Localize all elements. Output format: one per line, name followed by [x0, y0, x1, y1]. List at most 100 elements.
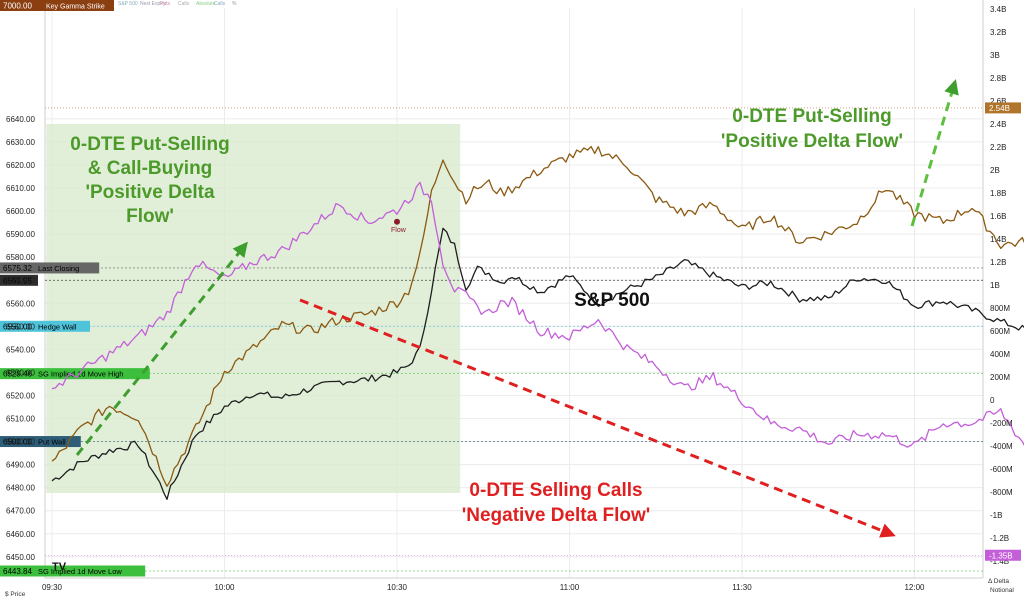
level-value-label: 6500.00 [3, 438, 32, 447]
level-tag [0, 262, 100, 274]
annotation-spx-label: S&P 500 [574, 290, 650, 311]
annotation-left-line: & Call-Buying [88, 158, 213, 179]
right-tick-label: 400M [990, 350, 1010, 359]
level-name-label: SG Implied 1d Move Low [38, 567, 122, 576]
right-tick-label: 2.2B [990, 143, 1006, 152]
annotations: 0-DTE Put-Selling & Call-Buying 'Positive … [70, 106, 903, 526]
right-tick-label: -1.2B [990, 534, 1009, 543]
series-line-2 [51, 181, 1024, 448]
x-tick-label: 10:00 [214, 583, 235, 592]
annotation-left-line: 0-DTE Put-Selling [70, 134, 229, 155]
right-tick-label: 0 [990, 396, 995, 405]
right-tick-label: 2.4B [990, 120, 1006, 129]
right-tick-label: -600M [990, 465, 1013, 474]
right-tick-label: 1B [990, 281, 1000, 290]
level-name-label: Hedge Wall [38, 322, 77, 331]
left-tick-label: 6570.00 [6, 276, 35, 285]
flow-marker [394, 218, 400, 225]
right-tick-label: 1.2B [990, 258, 1006, 267]
header-legend-text: Next Expiry [140, 1, 166, 7]
annotation-left-line: 'Positive Delta [85, 182, 215, 203]
right-tick-label: 2B [990, 166, 1000, 175]
right-tick-label: -1B [990, 511, 1002, 520]
highlight-region [46, 124, 461, 493]
right-tag-puts-label: 2.54B [989, 104, 1010, 113]
x-tick-label: 12:00 [904, 583, 925, 592]
right-tick-label: -400M [990, 442, 1013, 451]
header-legend-text: Puts [160, 1, 171, 7]
right-axis-title: Notional [990, 587, 1014, 594]
annotation-left-line: Flow' [126, 206, 174, 227]
right-tag-calls-label: -1.35B [989, 551, 1013, 560]
level-value-label: 6569.95 [3, 276, 32, 285]
level-value-label: 6550.00 [3, 322, 32, 331]
right-tick-label: 2.8B [990, 74, 1006, 83]
right-tick-label: 3B [990, 51, 1000, 60]
left-tick-label: 6450.00 [6, 553, 35, 562]
x-tick-label: 10:30 [387, 583, 408, 592]
header-legend-text: S&P 500 [118, 1, 138, 7]
green-arrow-left [75, 241, 248, 456]
left-tick-label: 6540.00 [6, 345, 35, 354]
level-name-label: Put Wall [38, 438, 66, 447]
annotation-bottom-line: 0-DTE Selling Calls [469, 480, 642, 501]
right-tick-label: 1.6B [990, 212, 1006, 221]
level-tag [0, 320, 90, 332]
level-tag [0, 436, 81, 448]
level-value-label: 6529.46 [3, 370, 32, 379]
annotation-bottom-line: 'Negative Delta Flow' [462, 505, 651, 526]
right-axis-title: Δ Delta [988, 578, 1009, 585]
tradingview-logo: TV [52, 561, 67, 573]
right-tick-label: 3.2B [990, 28, 1006, 37]
left-tick-label: 6610.00 [6, 184, 35, 193]
x-tick-label: 11:00 [560, 583, 580, 592]
top-strike-tag [42, 0, 114, 11]
right-tag-calls [985, 549, 1021, 561]
top-strike-tag-label: Key Gamma Strike [46, 4, 105, 11]
header-legend-text: % [232, 1, 237, 7]
left-tick-label: 6480.00 [6, 484, 35, 493]
level-value-label: 6575.32 [3, 264, 32, 273]
red-arrow [299, 298, 896, 538]
right-tick-label: 600M [990, 327, 1010, 336]
series-line-1 [51, 145, 1024, 487]
left-axis-title: $ Price [5, 591, 26, 598]
annotation-right-line: 0-DTE Put-Selling [732, 106, 891, 127]
left-tick-label: 6520.00 [6, 391, 35, 400]
series-line-0 [51, 227, 1024, 500]
right-tick-label: 1.4B [990, 235, 1006, 244]
header-legend-text: Calls [214, 1, 226, 7]
level-name-label: Last Closing [38, 264, 79, 273]
left-tick-label: 6460.00 [6, 530, 35, 539]
left-tick-label: 6580.00 [6, 253, 35, 262]
right-tick-label: 2.6B [990, 97, 1006, 106]
right-tick-label: 800M [990, 304, 1010, 313]
left-tick-label: 6490.00 [6, 461, 35, 470]
left-tick-label: 6560.00 [6, 299, 35, 308]
right-tick-label: -800M [990, 488, 1013, 497]
left-tick-label: 6500.00 [6, 438, 35, 447]
left-tick-label: 6530.00 [6, 368, 35, 377]
annotation-right-line: 'Positive Delta Flow' [721, 131, 903, 152]
series-lines: FlowFlow [51, 145, 1024, 500]
flow-marker-label: Flow [391, 227, 407, 234]
left-tick-label: 6600.00 [6, 207, 35, 216]
right-tick-label: 200M [990, 373, 1010, 382]
right-tick-label: -200M [990, 419, 1013, 428]
right-tag-puts [985, 102, 1021, 114]
top-price-tag-label: 7000.00 [3, 2, 32, 11]
x-tick-label: 11:30 [732, 583, 752, 592]
trend-arrows [75, 79, 959, 538]
header-legend-text: Calls [178, 1, 190, 7]
right-tick-label: 3.4B [990, 5, 1006, 14]
right-tick-label: 1.8B [990, 189, 1006, 198]
level-tag [0, 274, 38, 286]
level-lines: 6575.32 Last Closing 6569.95 6550.00 Hedge W… [0, 107, 983, 577]
left-tick-label: 6470.00 [6, 507, 35, 516]
header-legend-text: Absolute [196, 1, 216, 7]
left-tick-label: 6640.00 [6, 115, 35, 124]
top-price-tag [0, 0, 42, 11]
left-tick-label: 6630.00 [6, 138, 35, 147]
